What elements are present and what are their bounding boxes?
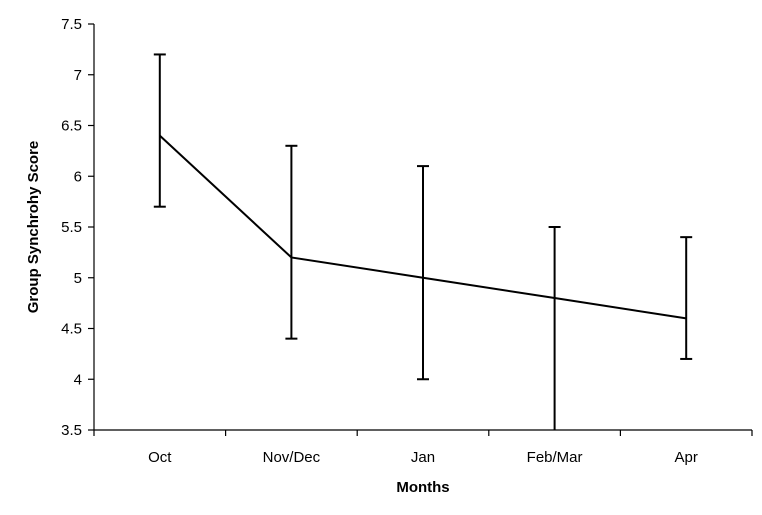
- x-tick-label: Nov/Dec: [263, 449, 321, 466]
- x-tick-label: Apr: [675, 449, 698, 466]
- y-axis-title: Group Synchrohy Score: [25, 141, 42, 314]
- y-tick-label: 6: [74, 168, 82, 185]
- error-bar: [680, 236, 693, 360]
- error-bar: [285, 144, 298, 340]
- y-tick-label: 7.5: [61, 16, 82, 33]
- y-tick-label: 6.5: [61, 118, 82, 135]
- y-tick-label: 4: [74, 371, 82, 388]
- error-bar: [153, 53, 166, 208]
- y-axis-ticks: 3.5 4 4.5 5 5.5 6 6.5 7 7.5: [61, 16, 94, 439]
- y-tick-label: 5: [74, 270, 82, 287]
- y-tick-label: 5.5: [61, 219, 82, 236]
- x-axis-title: Months: [396, 479, 449, 496]
- series-line: [159, 134, 687, 320]
- error-bar: [417, 165, 429, 381]
- x-tick-label: Oct: [148, 449, 172, 466]
- x-tick-label: Jan: [411, 449, 435, 466]
- error-bars: [153, 53, 693, 430]
- error-bar: [548, 226, 561, 430]
- y-tick-label: 3.5: [61, 422, 82, 439]
- x-tick-label: Feb/Mar: [527, 449, 583, 466]
- y-tick-label: 4.5: [61, 321, 82, 338]
- y-tick-label: 7: [74, 67, 82, 84]
- x-axis-ticks: Oct Nov/Dec Jan Feb/Mar Apr: [93, 430, 753, 466]
